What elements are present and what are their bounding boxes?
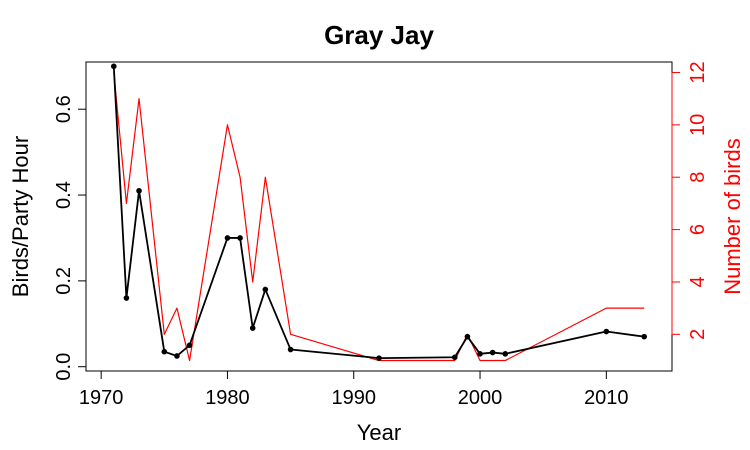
y-right-tick-label: 2: [687, 329, 709, 340]
x-tick-label: 1970: [79, 387, 124, 409]
y-axis-right: 2 4 6 8 10 12: [671, 61, 709, 340]
y-left-tick-label: 0.6: [53, 95, 75, 123]
plot-box: [85, 61, 673, 372]
series-birds-per-party-hour: [110, 63, 648, 361]
data-point: [376, 355, 382, 361]
x-tick-label: 2000: [458, 387, 503, 409]
y-axis-left-label: Birds/Party Hour: [8, 136, 33, 297]
y-right-tick-label: 6: [687, 224, 709, 235]
data-point: [136, 187, 142, 194]
data-point: [477, 351, 483, 357]
x-tick-label: 2010: [584, 387, 629, 409]
series-number-of-birds: [113, 72, 645, 362]
y-axis-left: 0.0 0.2 0.4 0.6: [53, 95, 87, 381]
data-point: [110, 63, 117, 70]
data-point: [123, 295, 130, 301]
x-tick-label: 1990: [331, 387, 376, 409]
data-point: [464, 333, 471, 340]
data-point: [237, 235, 243, 241]
data-point: [262, 286, 269, 293]
y-left-tick-label: 0.4: [53, 181, 75, 209]
data-point: [249, 325, 256, 331]
chart-title: Gray Jay: [324, 20, 434, 50]
data-point: [489, 349, 496, 356]
y-left-tick-label: 0.0: [53, 353, 75, 381]
data-point: [502, 351, 509, 357]
birds-per-party-hour-line: [112, 66, 645, 360]
data-point: [186, 342, 193, 349]
data-point: [641, 333, 648, 340]
x-axis-label: Year: [357, 420, 401, 445]
y-right-tick-label: 8: [687, 172, 709, 183]
number-of-birds-line: [113, 72, 645, 362]
data-point: [174, 353, 180, 359]
plot-area: [85, 61, 673, 372]
x-axis: 1970 1980 1990 2000 2010: [79, 370, 629, 409]
y-right-tick-label: 4: [687, 276, 709, 287]
data-point: [161, 348, 168, 355]
y-right-tick-label: 12: [687, 61, 709, 83]
data-point: [224, 235, 231, 241]
y-left-tick-label: 0.2: [53, 267, 75, 295]
x-tick-label: 1980: [205, 387, 250, 409]
data-point: [287, 346, 294, 353]
data-point: [603, 328, 610, 335]
y-axis-right-label: Number of birds: [720, 138, 745, 295]
y-right-tick-label: 10: [687, 114, 709, 136]
data-point: [451, 354, 458, 361]
